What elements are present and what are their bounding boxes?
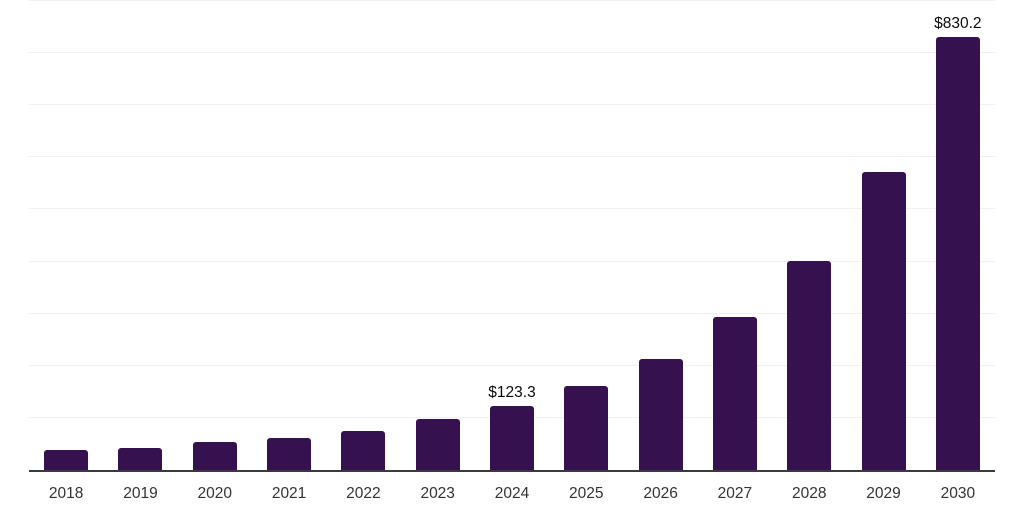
x-tick-label-2029: 2029 xyxy=(866,485,901,502)
x-tick-label-2023: 2023 xyxy=(420,485,455,502)
bar-value-label-2030: $830.2 xyxy=(934,15,982,33)
x-tick-label-2028: 2028 xyxy=(791,485,827,502)
x-tick-label-2030: 2030 xyxy=(940,485,976,502)
bar-2027 xyxy=(712,317,757,470)
bar-2026 xyxy=(638,359,683,470)
x-tick-label-2024: 2024 xyxy=(494,485,530,502)
x-tick-label-2027: 2027 xyxy=(717,485,753,502)
bar-value-label-2024: $123.3 xyxy=(488,383,536,401)
x-axis: 2018 2019 2020 2021 2022 2023 2024 2025 2026 2027… xyxy=(29,472,995,502)
x-tick-label-2022: 2022 xyxy=(346,485,381,502)
bar-2018 xyxy=(44,450,89,470)
bar-2020 xyxy=(192,442,237,470)
bar-2028 xyxy=(787,260,832,470)
gridline xyxy=(29,208,995,210)
gridline xyxy=(29,0,995,2)
bar-2022 xyxy=(341,430,386,470)
gridline xyxy=(29,104,995,106)
gridline xyxy=(29,52,995,54)
x-tick-label-2018: 2018 xyxy=(48,485,84,502)
x-tick-label-2019: 2019 xyxy=(123,485,158,502)
x-tick-label-2020: 2020 xyxy=(197,485,233,502)
gridline xyxy=(29,364,995,366)
x-tick-label-2025: 2025 xyxy=(569,485,604,502)
gridline xyxy=(29,260,995,262)
gridline xyxy=(29,312,995,314)
bar-2029 xyxy=(861,171,906,470)
bar-2030 xyxy=(935,37,980,470)
bar-2025 xyxy=(564,386,609,470)
bar-2023 xyxy=(415,418,460,470)
x-tick-label-2026: 2026 xyxy=(643,485,678,502)
x-tick-label-2021: 2021 xyxy=(271,485,307,502)
plot-area: $123.3 $830.2 xyxy=(29,0,995,472)
bar-2024 xyxy=(490,405,534,470)
gridline xyxy=(29,156,995,158)
bar-2021 xyxy=(267,437,312,470)
bar-2019 xyxy=(118,447,163,470)
